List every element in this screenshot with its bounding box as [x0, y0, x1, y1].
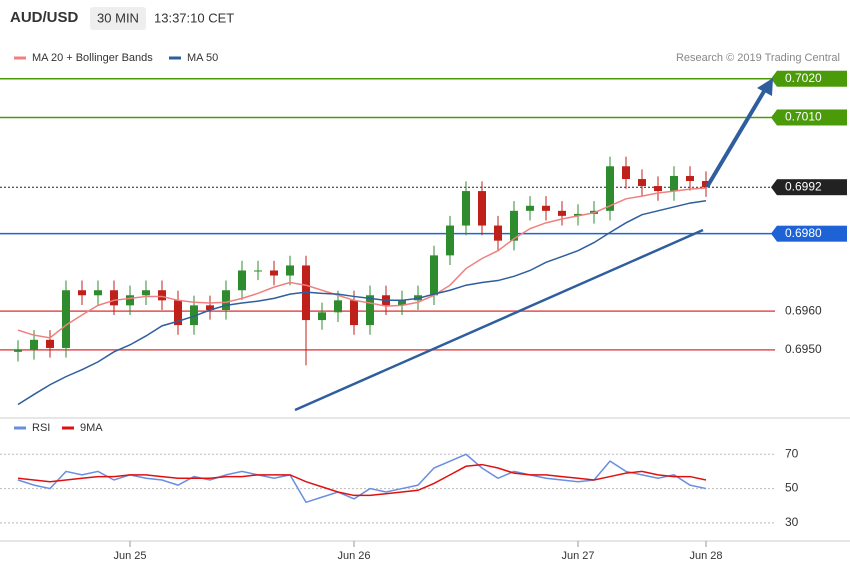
interval-box [90, 7, 146, 30]
y-tick-label: 30 [785, 515, 799, 529]
candle-body [702, 181, 710, 188]
candle-body [366, 295, 374, 326]
legend-label: RSI [32, 422, 50, 434]
series-line [17, 187, 707, 339]
price-label-pointer [771, 70, 777, 87]
candle-body [14, 349, 22, 352]
candle-body [446, 225, 454, 256]
candle-body [270, 270, 278, 276]
time: 13:37:10 CET [154, 10, 234, 25]
arrow-head [757, 78, 773, 96]
price-label: 0.6980 [785, 226, 822, 240]
candle-body [558, 210, 566, 216]
y-tick-label: 70 [785, 446, 799, 460]
symbol: AUD/USD [10, 9, 79, 26]
candle-body [110, 290, 118, 306]
candle-body [174, 300, 182, 326]
candle-body [286, 265, 294, 276]
plot: 0.7020 0.7010 0.6992 0.6980 0.6960 0.6950 Jun … [0, 52, 847, 562]
candle-body [510, 210, 518, 241]
legend-label: 9MA [80, 422, 103, 434]
price-label-box [777, 225, 847, 242]
candle-body [318, 312, 326, 321]
candle-body [254, 270, 262, 272]
candle-body [526, 205, 534, 211]
candle-body [62, 290, 70, 348]
candle-body [638, 179, 646, 187]
candle-body [654, 186, 662, 192]
candle-body [398, 300, 406, 306]
copyright: Research © 2019 Trading Central [676, 52, 840, 64]
date-label: Jun 25 [113, 550, 146, 562]
price-label-pointer [771, 225, 777, 242]
interval: 30 MIN [97, 10, 139, 25]
candle-body [46, 339, 54, 348]
legend-label: MA 50 [187, 52, 218, 64]
price-label-pointer [771, 179, 777, 196]
candle-body [670, 175, 678, 192]
candle-body [78, 290, 86, 296]
candle-body [542, 205, 550, 211]
date-label: Jun 27 [561, 550, 594, 562]
forecast-arrow [705, 86, 768, 189]
price-label: 0.6950 [785, 342, 822, 356]
candle-body [94, 290, 102, 296]
candle-body [686, 175, 694, 182]
candle-body [350, 300, 358, 326]
candle-body [238, 270, 246, 291]
price-label: 0.6992 [785, 179, 822, 193]
price-label: 0.7020 [785, 71, 822, 85]
candle-body [222, 290, 230, 310]
legend-label: MA 20 + Bollinger Bands [32, 52, 153, 64]
candle-body [142, 290, 150, 296]
candle-body [158, 290, 166, 301]
price-label-box [777, 109, 847, 126]
candle-body [478, 191, 486, 226]
price-label-pointer [771, 109, 777, 126]
candle-body [574, 213, 582, 216]
trend-line [294, 228, 704, 412]
series-line [17, 463, 707, 497]
price-label: 0.7010 [785, 110, 822, 124]
candle-body [30, 339, 38, 350]
date-label: Jun 26 [337, 550, 370, 562]
date-label: Jun 28 [689, 550, 722, 562]
candle-body [622, 166, 630, 180]
candle-body [462, 191, 470, 226]
y-tick-label: 50 [785, 481, 799, 495]
series-line [17, 200, 707, 406]
candle-body [430, 255, 438, 296]
candle-body [334, 300, 342, 313]
candle-body [206, 305, 214, 310]
price-label-box [777, 70, 847, 87]
candle-body [494, 225, 502, 241]
candle-body [126, 295, 134, 306]
price-label-box [777, 179, 847, 196]
candle-body [606, 166, 614, 211]
price-label: 0.6960 [785, 303, 822, 317]
candle-body [190, 305, 198, 326]
